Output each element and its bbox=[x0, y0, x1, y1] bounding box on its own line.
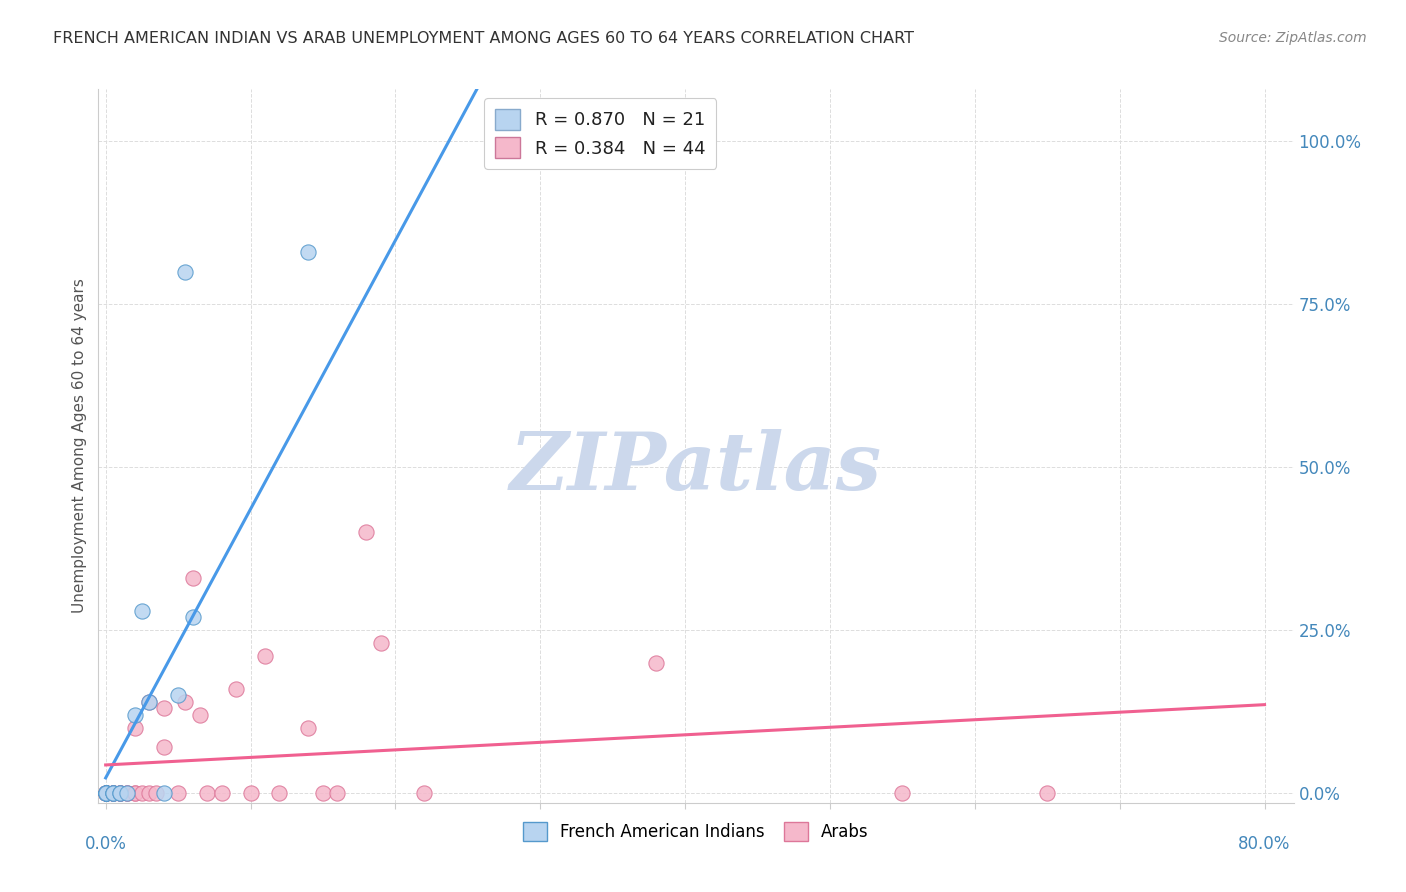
Point bbox=[181, 610, 204, 624]
Point bbox=[167, 688, 190, 702]
Point bbox=[94, 786, 117, 800]
Point bbox=[138, 695, 160, 709]
Text: FRENCH AMERICAN INDIAN VS ARAB UNEMPLOYMENT AMONG AGES 60 TO 64 YEARS CORRELATIO: FRENCH AMERICAN INDIAN VS ARAB UNEMPLOYM… bbox=[53, 31, 914, 46]
Point bbox=[94, 786, 117, 800]
Point bbox=[117, 786, 139, 800]
Legend: French American Indians, Arabs: French American Indians, Arabs bbox=[516, 815, 876, 848]
Point bbox=[211, 786, 233, 800]
Point bbox=[152, 740, 174, 755]
Point bbox=[108, 786, 131, 800]
Text: 80.0%: 80.0% bbox=[1239, 835, 1291, 853]
Point bbox=[108, 786, 131, 800]
Point bbox=[94, 786, 117, 800]
Point bbox=[108, 786, 131, 800]
Point bbox=[108, 786, 131, 800]
Point bbox=[124, 786, 146, 800]
Point bbox=[225, 681, 247, 696]
Point bbox=[253, 649, 276, 664]
Point bbox=[131, 786, 153, 800]
Point bbox=[94, 786, 117, 800]
Point bbox=[152, 786, 174, 800]
Point bbox=[312, 786, 335, 800]
Point bbox=[131, 603, 153, 617]
Point bbox=[188, 707, 211, 722]
Point bbox=[108, 786, 131, 800]
Point bbox=[370, 636, 392, 650]
Point bbox=[145, 786, 167, 800]
Point bbox=[174, 265, 197, 279]
Point bbox=[138, 786, 160, 800]
Point bbox=[94, 786, 117, 800]
Point bbox=[167, 786, 190, 800]
Point bbox=[94, 786, 117, 800]
Point bbox=[124, 786, 146, 800]
Point bbox=[891, 786, 914, 800]
Point bbox=[174, 695, 197, 709]
Point bbox=[492, 153, 515, 168]
Text: Source: ZipAtlas.com: Source: ZipAtlas.com bbox=[1219, 31, 1367, 45]
Point bbox=[94, 786, 117, 800]
Point bbox=[124, 721, 146, 735]
Text: ZIPatlas: ZIPatlas bbox=[510, 429, 882, 506]
Point bbox=[101, 786, 124, 800]
Point bbox=[94, 786, 117, 800]
Point bbox=[138, 695, 160, 709]
Point bbox=[101, 786, 124, 800]
Point bbox=[1036, 786, 1059, 800]
Point bbox=[117, 786, 139, 800]
Point bbox=[94, 786, 117, 800]
Point bbox=[269, 786, 291, 800]
Point bbox=[94, 786, 117, 800]
Point bbox=[181, 571, 204, 585]
Point bbox=[101, 786, 124, 800]
Point bbox=[297, 721, 319, 735]
Point bbox=[356, 525, 378, 540]
Point bbox=[239, 786, 262, 800]
Point bbox=[94, 786, 117, 800]
Point bbox=[101, 786, 124, 800]
Point bbox=[117, 786, 139, 800]
Point bbox=[124, 707, 146, 722]
Point bbox=[101, 786, 124, 800]
Point bbox=[413, 786, 436, 800]
Point bbox=[94, 786, 117, 800]
Point bbox=[152, 701, 174, 715]
Y-axis label: Unemployment Among Ages 60 to 64 years: Unemployment Among Ages 60 to 64 years bbox=[72, 278, 87, 614]
Point bbox=[94, 786, 117, 800]
Point bbox=[195, 786, 218, 800]
Point bbox=[94, 786, 117, 800]
Text: 0.0%: 0.0% bbox=[84, 835, 127, 853]
Point bbox=[101, 786, 124, 800]
Point bbox=[297, 245, 319, 260]
Point bbox=[645, 656, 668, 670]
Point bbox=[326, 786, 349, 800]
